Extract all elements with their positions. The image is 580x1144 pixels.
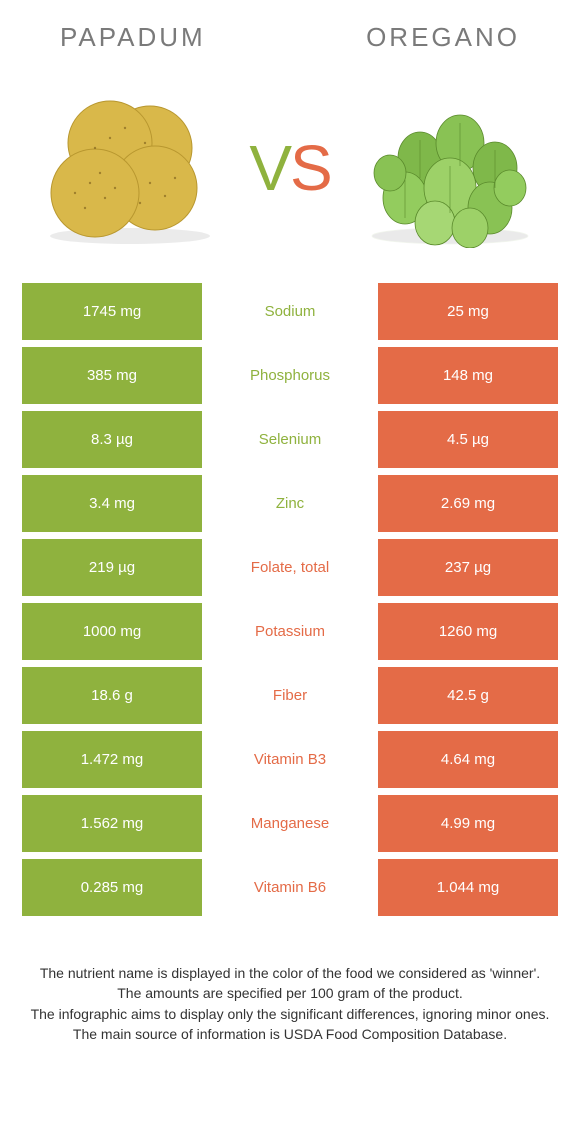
value-a: 18.6 g	[22, 667, 202, 724]
nutrient-name: Zinc	[202, 475, 378, 532]
value-a: 0.285 mg	[22, 859, 202, 916]
value-a: 1.472 mg	[22, 731, 202, 788]
nutrient-name: Potassium	[202, 603, 378, 660]
value-b: 1.044 mg	[378, 859, 558, 916]
nutrient-name: Vitamin B3	[202, 731, 378, 788]
vs-label: VS	[249, 131, 330, 205]
nutrient-name: Folate, total	[202, 539, 378, 596]
footer-line: The infographic aims to display only the…	[28, 1004, 552, 1024]
footer-line: The main source of information is USDA F…	[28, 1024, 552, 1044]
nutrient-table: 1745 mgSodium25 mg 385 mgPhosphorus148 mg…	[0, 283, 580, 916]
value-b: 25 mg	[378, 283, 558, 340]
nutrient-name: Selenium	[202, 411, 378, 468]
nutrient-name: Sodium	[202, 283, 378, 340]
footer-line: The amounts are specified per 100 gram o…	[28, 983, 552, 1003]
value-a: 3.4 mg	[22, 475, 202, 532]
value-b: 148 mg	[378, 347, 558, 404]
nutrient-name: Vitamin B6	[202, 859, 378, 916]
nutrient-name: Fiber	[202, 667, 378, 724]
footer-line: The nutrient name is displayed in the co…	[28, 963, 552, 983]
table-row: 1000 mgPotassium1260 mg	[22, 603, 558, 660]
nutrient-name: Manganese	[202, 795, 378, 852]
value-b: 237 µg	[378, 539, 558, 596]
value-a: 219 µg	[22, 539, 202, 596]
value-b: 4.99 mg	[378, 795, 558, 852]
food-b-title: Oregano	[366, 22, 520, 53]
table-row: 3.4 mgZinc2.69 mg	[22, 475, 558, 532]
value-a: 1000 mg	[22, 603, 202, 660]
nutrient-name: Phosphorus	[202, 347, 378, 404]
value-b: 2.69 mg	[378, 475, 558, 532]
value-b: 4.5 µg	[378, 411, 558, 468]
hero-row: VS	[0, 63, 580, 283]
table-row: 8.3 µgSelenium4.5 µg	[22, 411, 558, 468]
value-b: 1260 mg	[378, 603, 558, 660]
table-row: 1.472 mgVitamin B34.64 mg	[22, 731, 558, 788]
value-a: 1745 mg	[22, 283, 202, 340]
table-row: 385 mgPhosphorus148 mg	[22, 347, 558, 404]
food-a-title: Papadum	[60, 22, 206, 53]
value-a: 385 mg	[22, 347, 202, 404]
table-row: 1745 mgSodium25 mg	[22, 283, 558, 340]
vs-s: S	[290, 132, 331, 204]
table-row: 219 µgFolate, total237 µg	[22, 539, 558, 596]
food-b-image	[360, 88, 540, 248]
header: Papadum Oregano	[0, 0, 580, 63]
value-a: 1.562 mg	[22, 795, 202, 852]
table-row: 1.562 mgManganese4.99 mg	[22, 795, 558, 852]
vs-v: V	[249, 132, 290, 204]
value-b: 42.5 g	[378, 667, 558, 724]
food-a-image	[40, 88, 220, 248]
footer-notes: The nutrient name is displayed in the co…	[0, 923, 580, 1044]
value-b: 4.64 mg	[378, 731, 558, 788]
value-a: 8.3 µg	[22, 411, 202, 468]
table-row: 18.6 gFiber42.5 g	[22, 667, 558, 724]
table-row: 0.285 mgVitamin B61.044 mg	[22, 859, 558, 916]
